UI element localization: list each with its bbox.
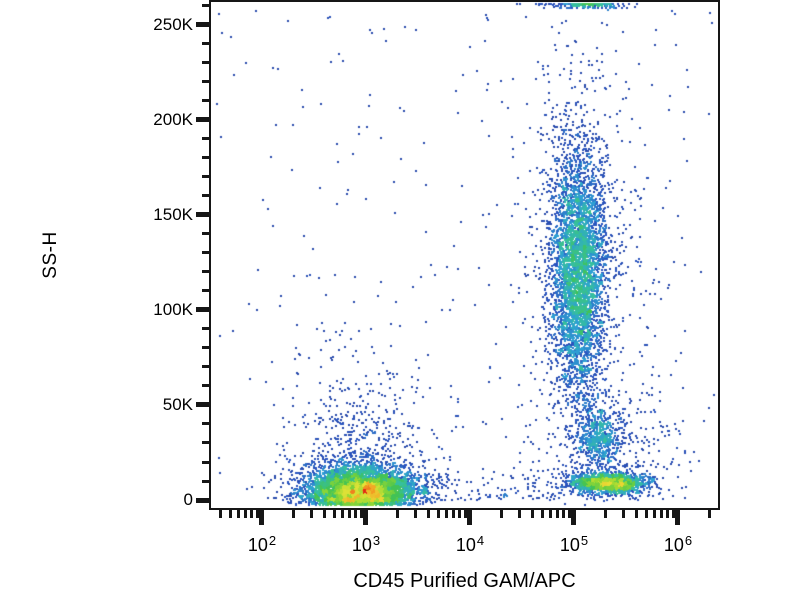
x-major-tick: [363, 510, 369, 525]
y-tick-label: 150K: [153, 204, 193, 224]
y-minor-tick: [202, 365, 211, 369]
x-axis-title: CD45 Purified GAM/APC: [353, 570, 576, 592]
y-minor-tick: [202, 137, 211, 141]
x-tick-label: 106: [648, 533, 708, 556]
y-tick-label: 100K: [153, 299, 193, 319]
x-minor-tick: [437, 510, 441, 518]
x-tick-exponent: 2: [268, 533, 277, 548]
y-minor-tick: [202, 422, 211, 426]
y-minor-tick: [202, 346, 211, 350]
y-minor-tick: [202, 156, 211, 160]
x-minor-tick: [541, 510, 545, 518]
y-minor-tick: [202, 175, 211, 179]
x-minor-tick: [310, 510, 314, 518]
y-minor-tick: [202, 99, 211, 103]
plot-frame: [209, 0, 720, 510]
x-minor-tick: [549, 510, 553, 518]
x-minor-tick: [463, 510, 467, 518]
y-minor-tick: [202, 441, 211, 445]
y-tick-label: 200K: [153, 109, 193, 129]
y-major-tick: [196, 22, 211, 28]
x-tick-exponent: 5: [580, 533, 589, 548]
x-tick-exponent: 6: [684, 533, 693, 548]
y-minor-tick: [202, 270, 211, 274]
y-major-tick: [196, 212, 211, 218]
x-tick-base: 10: [351, 535, 372, 555]
x-minor-tick: [348, 510, 352, 518]
y-tick-label: 250K: [153, 14, 193, 34]
y-major-tick: [196, 402, 211, 408]
x-minor-tick: [237, 510, 241, 518]
x-minor-tick: [452, 510, 456, 518]
x-minor-tick: [660, 510, 664, 518]
x-tick-base: 10: [247, 535, 268, 555]
x-minor-tick: [229, 510, 233, 518]
x-minor-tick: [635, 510, 639, 518]
x-minor-tick: [603, 510, 607, 518]
y-minor-tick: [202, 460, 211, 464]
plot-canvas: [211, 2, 718, 508]
x-tick-label: 104: [440, 533, 500, 556]
x-major-tick: [259, 510, 265, 525]
x-minor-tick: [622, 510, 626, 518]
x-major-tick: [675, 510, 681, 525]
y-minor-tick: [202, 232, 211, 236]
x-major-tick: [467, 510, 473, 525]
x-minor-tick: [323, 510, 327, 518]
y-minor-tick: [202, 479, 211, 483]
x-minor-tick: [359, 510, 363, 518]
x-minor-tick: [333, 510, 337, 518]
x-minor-tick: [414, 510, 418, 518]
x-minor-tick: [427, 510, 431, 518]
x-tick-label: 105: [544, 533, 604, 556]
x-minor-tick: [354, 510, 358, 518]
x-minor-tick: [531, 510, 535, 518]
y-major-tick: [196, 117, 211, 123]
y-major-tick: [196, 497, 211, 503]
x-minor-tick: [219, 510, 223, 518]
x-major-tick: [571, 510, 577, 525]
x-minor-tick: [395, 510, 399, 518]
x-tick-base: 10: [455, 535, 476, 555]
x-minor-tick: [707, 510, 711, 518]
y-major-tick: [196, 307, 211, 313]
x-minor-tick: [671, 510, 675, 518]
x-minor-tick: [562, 510, 566, 518]
y-tick-label: 0: [183, 490, 193, 510]
y-minor-tick: [202, 42, 211, 46]
y-minor-tick: [202, 384, 211, 388]
x-minor-tick: [653, 510, 657, 518]
x-tick-label: 102: [232, 533, 292, 556]
x-tick-exponent: 3: [372, 533, 381, 548]
y-minor-tick: [202, 327, 211, 331]
x-minor-tick: [518, 510, 522, 518]
y-minor-tick: [202, 251, 211, 255]
x-minor-tick: [458, 510, 462, 518]
x-minor-tick: [341, 510, 345, 518]
y-minor-tick: [202, 4, 211, 8]
x-minor-tick: [499, 510, 503, 518]
x-minor-tick: [666, 510, 670, 518]
x-minor-tick: [445, 510, 449, 518]
x-tick-base: 10: [663, 535, 684, 555]
y-minor-tick: [202, 194, 211, 198]
y-tick-label: 50K: [162, 394, 193, 414]
x-minor-tick: [556, 510, 560, 518]
y-minor-tick: [202, 61, 211, 65]
x-tick-exponent: 4: [476, 533, 485, 548]
x-minor-tick: [567, 510, 571, 518]
x-minor-tick: [250, 510, 254, 518]
y-minor-tick: [202, 289, 211, 293]
x-minor-tick: [645, 510, 649, 518]
x-minor-tick: [255, 510, 259, 518]
y-minor-tick: [202, 80, 211, 84]
x-minor-tick: [291, 510, 295, 518]
x-tick-label: 103: [336, 533, 396, 556]
x-tick-base: 10: [559, 535, 580, 555]
x-minor-tick: [244, 510, 248, 518]
